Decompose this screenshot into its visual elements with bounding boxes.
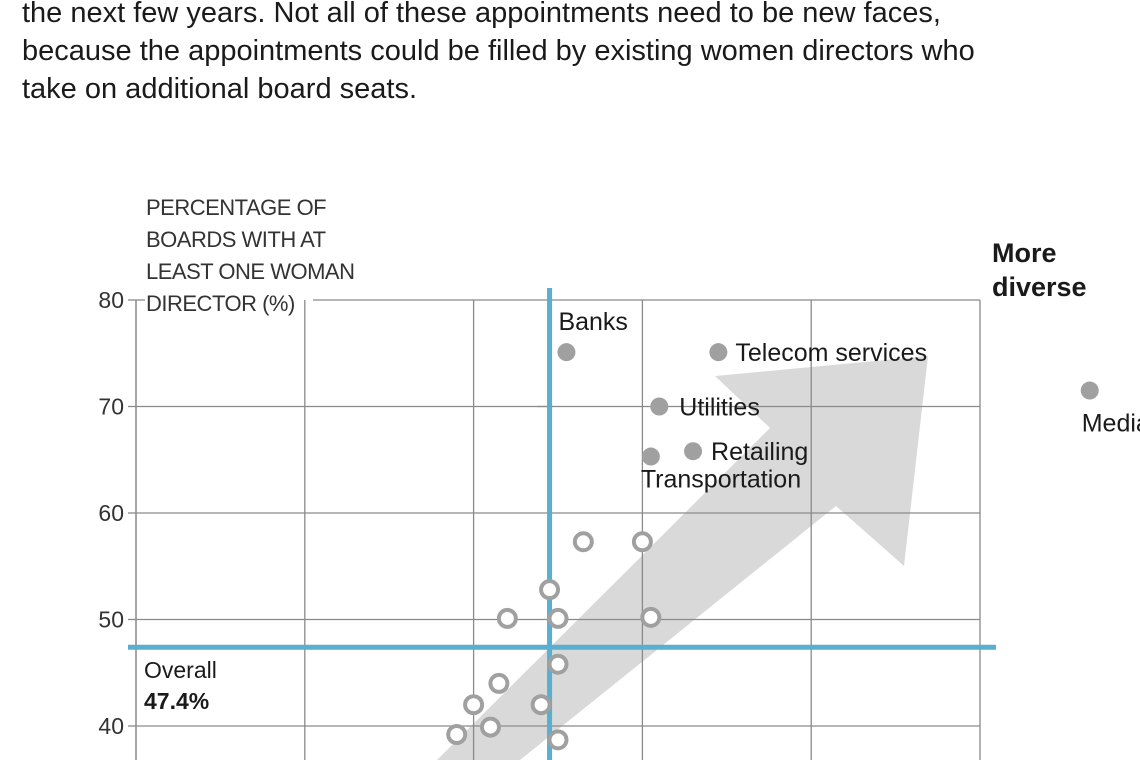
scatter-point (547, 607, 569, 629)
point-label: Media (1082, 410, 1140, 438)
y-axis-title-line: LEAST ONE WOMAN (146, 259, 355, 284)
y-tick-label: 50 (98, 607, 124, 633)
y-tick-label: 60 (98, 500, 124, 526)
y-tick-label: 40 (98, 713, 124, 739)
more-diverse-label: More diverse (992, 236, 1087, 304)
scatter-point (539, 579, 561, 601)
y-axis-title-line: DIRECTOR (%) (146, 291, 295, 316)
scatter-point (572, 531, 594, 553)
y-axis-title-line: PERCENTAGE OF (146, 195, 327, 220)
scatter-point-retailing (684, 442, 703, 461)
y-axis-title: PERCENTAGE OF BOARDS WITH AT LEAST ONE W… (146, 192, 355, 320)
scatter-point-transportation (641, 447, 660, 466)
scatter-point (640, 606, 662, 628)
y-tick-label: 70 (98, 394, 124, 420)
scatter-point (446, 724, 468, 746)
scatter-point (488, 672, 510, 694)
overall-annotation: Overall 47.4% (144, 655, 217, 717)
intro-line: take on additional board seats. (22, 73, 417, 105)
scatter-point-utilities (650, 397, 669, 416)
y-axis-title-line: BOARDS WITH AT (146, 227, 326, 252)
scatter-point-banks (557, 343, 576, 362)
scatter-point (547, 653, 569, 675)
scatter-point-media (1080, 381, 1099, 400)
scatter-point (530, 694, 552, 716)
point-label: Transportation (641, 466, 801, 494)
scatter-point (631, 531, 653, 553)
scatter-point (496, 607, 518, 629)
scatter-point (479, 716, 501, 738)
corner-label-line: diverse (992, 272, 1087, 302)
scatter-point (547, 729, 569, 751)
point-label: Utilities (679, 394, 760, 422)
point-label: Banks (558, 308, 627, 336)
point-label: Telecom services (735, 339, 927, 367)
corner-label-line: More (992, 238, 1057, 268)
intro-paragraph: the next few years. Not all of these app… (22, 0, 1122, 108)
overall-label: Overall (144, 657, 217, 683)
scatter-point (463, 694, 485, 716)
point-label: Retailing (711, 438, 808, 466)
overall-value: 47.4% (144, 688, 210, 714)
intro-line: because the appointments could be filled… (22, 35, 975, 67)
scatter-point-telecom-services (709, 343, 728, 362)
y-tick-label: 80 (98, 287, 124, 313)
intro-line: the next few years. Not all of these app… (22, 0, 941, 29)
